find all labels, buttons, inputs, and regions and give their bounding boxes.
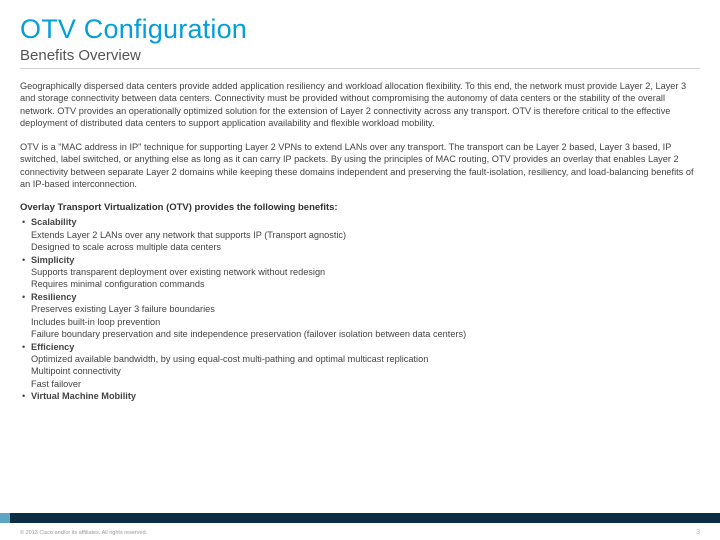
benefit-line: Failure boundary preservation and site i… (31, 328, 700, 340)
benefit-line: Requires minimal configuration commands (31, 278, 700, 290)
benefit-item: Simplicity Supports transparent deployme… (20, 254, 700, 291)
benefit-title: Efficiency (31, 342, 74, 352)
benefit-line: Designed to scale across multiple data c… (31, 241, 700, 253)
benefit-line: Optimized available bandwidth, by using … (31, 353, 700, 365)
benefit-item: Resiliency Preserves existing Layer 3 fa… (20, 291, 700, 341)
paragraph-2: OTV is a "MAC address in IP" technique f… (20, 141, 700, 191)
benefit-item: Virtual Machine Mobility (20, 390, 700, 402)
footer-bar-main (10, 513, 720, 523)
benefit-title: Simplicity (31, 255, 74, 265)
benefit-line: Includes built-in loop prevention (31, 316, 700, 328)
benefit-title: Virtual Machine Mobility (31, 391, 136, 401)
benefit-line: Fast failover (31, 378, 700, 390)
slide: OTV Configuration Benefits Overview Geog… (0, 0, 720, 540)
footer-bar (0, 513, 720, 523)
benefit-line: Supports transparent deployment over exi… (31, 266, 700, 278)
paragraph-1: Geographically dispersed data centers pr… (20, 80, 700, 130)
benefit-line: Multipoint connectivity (31, 365, 700, 377)
benefit-title: Scalability (31, 217, 76, 227)
benefits-list: Scalability Extends Layer 2 LANs over an… (20, 216, 700, 402)
copyright-text: © 2013 Cisco and/or its affiliates. All … (20, 530, 147, 536)
benefit-line: Extends Layer 2 LANs over any network th… (31, 229, 700, 241)
slide-subtitle: Benefits Overview (20, 47, 700, 69)
slide-title: OTV Configuration (20, 14, 700, 45)
page-number: 3 (696, 529, 700, 536)
benefit-title: Resiliency (31, 292, 76, 302)
benefits-header: Overlay Transport Virtualization (OTV) p… (20, 202, 700, 213)
benefit-item: Scalability Extends Layer 2 LANs over an… (20, 216, 700, 253)
footer-bar-accent (0, 513, 10, 523)
benefit-line: Preserves existing Layer 3 failure bound… (31, 303, 700, 315)
benefit-item: Efficiency Optimized available bandwidth… (20, 341, 700, 391)
